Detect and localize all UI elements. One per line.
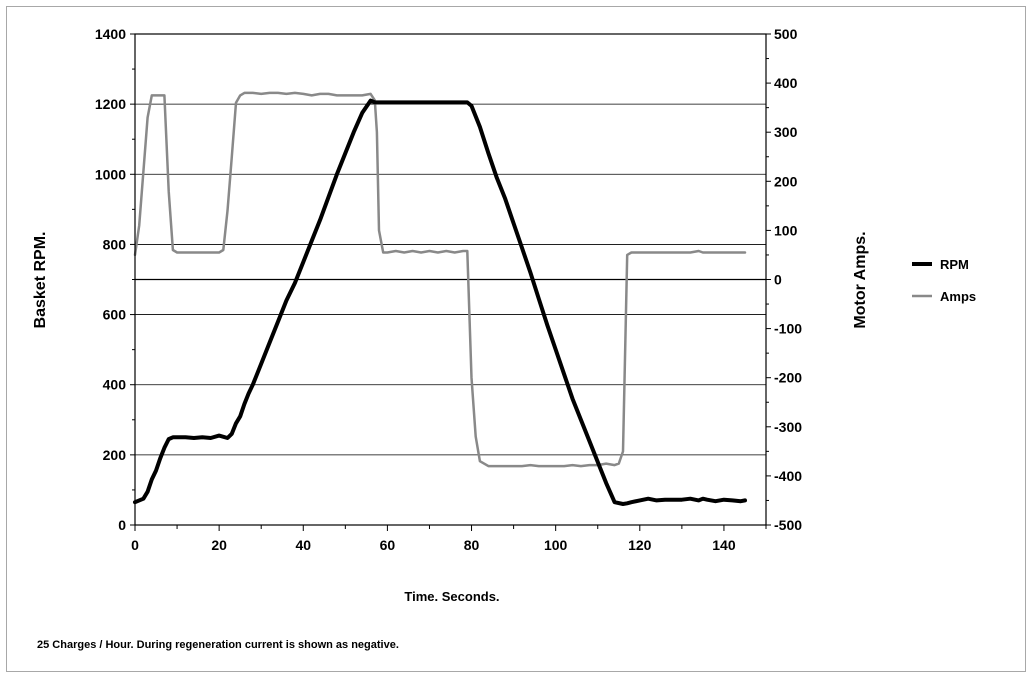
y-left-tick-label: 1200 <box>95 96 126 112</box>
y-right-tick-label: -200 <box>774 370 802 386</box>
y-left-tick-label: 200 <box>103 447 127 463</box>
x-tick-label: 80 <box>464 537 480 553</box>
series-layer <box>133 91 747 506</box>
y-right-tick-label: -300 <box>774 419 802 435</box>
x-tick-label: 40 <box>295 537 311 553</box>
y-left-tick-label: 1400 <box>95 26 126 42</box>
x-tick-label: 140 <box>712 537 736 553</box>
x-tick-label: 0 <box>131 537 139 553</box>
series-line-rpm <box>133 98 747 506</box>
y-axis-title-left: Basket RPM. <box>32 232 49 329</box>
y-left-tick-label: 800 <box>103 236 127 252</box>
y-right-tick-label: -400 <box>774 468 802 484</box>
axes: 0200400600800100012001400-500-400-300-20… <box>95 26 802 553</box>
legend-label-amps: Amps <box>940 289 976 304</box>
y-left-tick-label: 600 <box>103 307 127 323</box>
x-axis-title: Time. Seconds. <box>404 589 499 604</box>
gridlines <box>135 103 766 456</box>
x-tick-label: 120 <box>628 537 652 553</box>
y-right-tick-label: -500 <box>774 517 802 533</box>
x-tick-label: 100 <box>544 537 568 553</box>
y-left-tick-label: 1000 <box>95 166 126 182</box>
y-right-tick-label: 0 <box>774 272 782 288</box>
y-left-tick-label: 400 <box>103 377 127 393</box>
legend-label-rpm: RPM <box>940 257 969 272</box>
x-tick-label: 20 <box>211 537 227 553</box>
y-right-tick-label: 300 <box>774 124 798 140</box>
y-right-tick-label: 200 <box>774 173 798 189</box>
y-left-tick-label: 0 <box>118 517 126 533</box>
footnote: 25 Charges / Hour. During regeneration c… <box>37 639 399 651</box>
x-tick-label: 60 <box>380 537 396 553</box>
y-axis-title-right: Motor Amps. <box>852 231 869 328</box>
y-right-tick-label: 100 <box>774 222 798 238</box>
y-right-tick-label: 400 <box>774 75 798 91</box>
chart-frame <box>6 6 1026 672</box>
legend: RPM Amps <box>912 257 976 304</box>
y-right-tick-label: 500 <box>774 26 798 42</box>
series-line-amps <box>133 91 747 468</box>
y-right-tick-label: -100 <box>774 321 802 337</box>
